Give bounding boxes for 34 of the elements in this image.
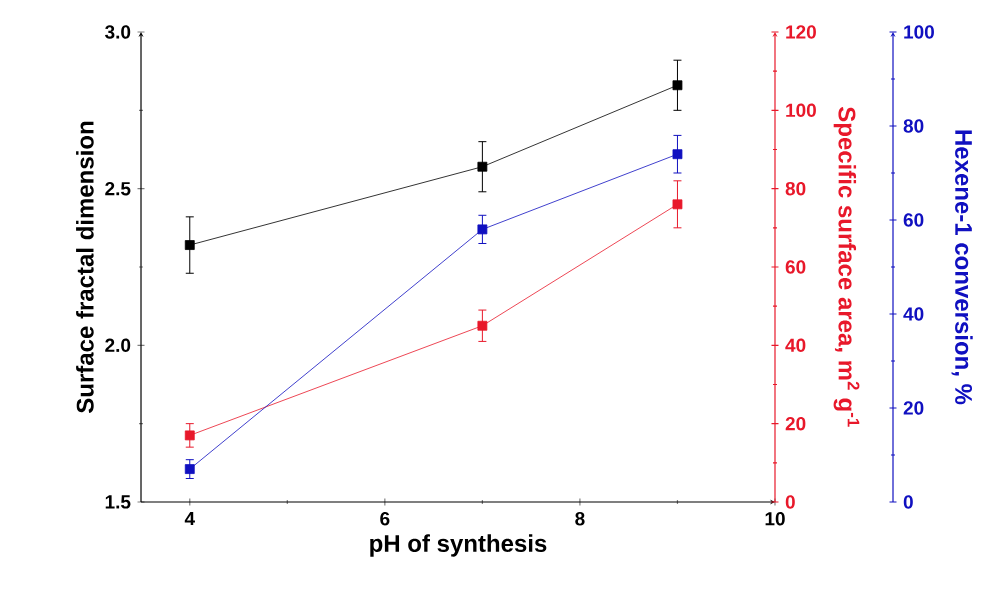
- x-tick-label: 6: [380, 512, 390, 526]
- y3-tick-label: 40: [903, 307, 924, 321]
- y2-tick-label: 120: [786, 25, 816, 39]
- y2-tick-label: 80: [785, 181, 806, 196]
- y-axis-title: Surface fractal dimension: [76, 121, 94, 414]
- y2-axis-title: Specific surface area, m$^{2}$ g$^{-1}$: [833, 106, 860, 427]
- y-tick-label: 2.0: [105, 338, 131, 353]
- y2-tick-label: 100: [786, 103, 816, 118]
- y-tick-label: 3.0: [105, 25, 131, 39]
- point: [672, 149, 683, 160]
- y3-axis-title: Hexene-1 conversion, %: [951, 130, 973, 405]
- y-tick-label: 1.5: [105, 495, 131, 509]
- y-tick-label: 2.5: [105, 181, 131, 196]
- y2-tick-label: 40: [785, 338, 806, 353]
- y2-tick-label: 0: [785, 495, 795, 509]
- point: [477, 320, 488, 331]
- y3-tick-label: 0: [903, 495, 913, 509]
- y2-tick-label: 60: [785, 260, 806, 274]
- point: [184, 240, 195, 250]
- point: [477, 161, 488, 172]
- point: [184, 430, 195, 441]
- point: [672, 199, 683, 210]
- y3-tick-label: 80: [903, 119, 924, 133]
- x-tick-label: 8: [575, 512, 585, 526]
- y2-tick-label: 20: [785, 416, 806, 431]
- x-tick-label: 10: [765, 512, 785, 526]
- x-tick-label: 4: [184, 512, 195, 526]
- point: [672, 80, 683, 91]
- y3-tick-label: 60: [903, 213, 924, 227]
- point: [184, 464, 195, 474]
- point: [477, 224, 488, 235]
- y3-tick-label: 100: [904, 25, 934, 39]
- x-axis-title: pH of synthesis: [370, 534, 547, 557]
- y3-tick-label: 20: [903, 401, 924, 415]
